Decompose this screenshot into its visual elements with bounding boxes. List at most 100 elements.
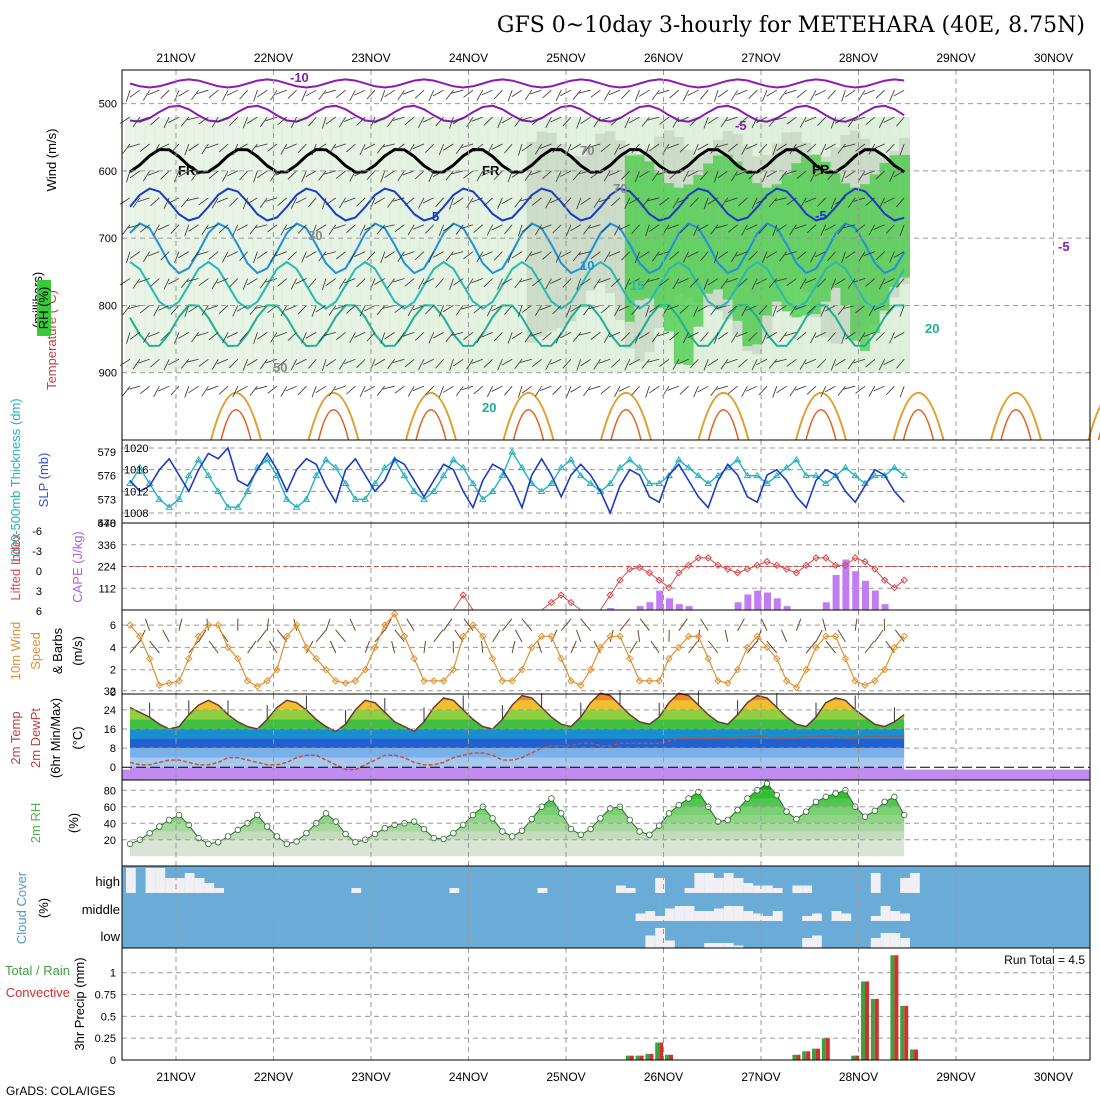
- wind-barb: [463, 89, 474, 98]
- precip-total-bar: [645, 1053, 650, 1060]
- wind-barb: [824, 143, 836, 151]
- thickness-marker: [635, 463, 644, 471]
- wind-barb: [562, 197, 572, 207]
- wind-barb: [727, 224, 738, 233]
- wind-barb: [425, 224, 435, 234]
- wind-barb: [297, 305, 307, 315]
- wind-barb: [397, 251, 405, 262]
- wind-barb: [184, 224, 190, 237]
- contour-label: FR: [812, 162, 830, 177]
- wind-barb: [374, 278, 386, 285]
- wind-barb: [741, 224, 748, 236]
- wind-barb: [896, 116, 905, 127]
- wind-barb: [682, 332, 689, 344]
- wind-barb: [297, 385, 307, 396]
- wind-barb: [422, 278, 434, 285]
- cloud-bar: [175, 878, 185, 893]
- wind10-marker: [890, 643, 899, 652]
- wind-barb: [359, 143, 366, 156]
- wind-barb: [265, 278, 278, 283]
- precip-total-bar: [792, 1054, 797, 1060]
- wind-barb: [325, 278, 337, 286]
- wind-barb: [814, 332, 826, 338]
- wind-barb: [794, 143, 807, 149]
- wind-barb: [180, 278, 190, 289]
- wind-barb: [600, 143, 611, 152]
- wind-barb: [160, 251, 170, 261]
- wind-barb: [590, 332, 601, 340]
- wind-barb: [178, 89, 190, 97]
- dewpoint-line: [129, 735, 905, 771]
- wind-barb: [817, 278, 827, 288]
- wind-barb: [366, 170, 376, 181]
- wind-barb: [168, 116, 180, 123]
- wind-barb: [186, 116, 199, 121]
- wind-barb: [208, 332, 219, 341]
- wind-barb: [218, 224, 229, 234]
- li-marker: [557, 591, 565, 599]
- wind-barb: [540, 305, 552, 311]
- wind-barb: [827, 251, 836, 261]
- wind-barb: [324, 89, 336, 94]
- wind-barb: [746, 224, 758, 231]
- wind-barb: [600, 305, 611, 314]
- wind-barb: [507, 251, 513, 264]
- wind-barb: [180, 359, 190, 369]
- cloud-bar: [743, 883, 754, 893]
- rh-band: [130, 831, 905, 840]
- rh2m-marker: [469, 811, 477, 819]
- thickness-marker: [282, 495, 291, 502]
- wind-barb: [432, 332, 444, 339]
- contour-label: FR: [482, 163, 500, 178]
- thickness-marker: [606, 479, 615, 487]
- rh-shade: [428, 117, 440, 373]
- wind-barb: [255, 305, 268, 309]
- li-marker: [547, 598, 556, 607]
- wind-barb: [824, 305, 836, 312]
- cloud-bar: [812, 935, 822, 948]
- precip-total-bar: [821, 1038, 826, 1060]
- wind10-marker: [655, 677, 663, 685]
- wind-barb: [555, 90, 562, 102]
- thickness-marker: [812, 471, 820, 479]
- wind-barb: [242, 197, 248, 210]
- hot-contour: [610, 408, 642, 441]
- rh2m-marker: [322, 810, 330, 817]
- wind-barb: [624, 116, 631, 129]
- wind-barb: [865, 116, 876, 126]
- wind-barb: [572, 170, 582, 181]
- wind-barb: [552, 143, 562, 153]
- wind-barb: [338, 278, 346, 289]
- wind10-barb: [257, 629, 267, 643]
- wind-barb: [216, 278, 229, 284]
- wind-barb: [394, 305, 405, 313]
- rh-shade-high: [742, 172, 754, 347]
- wind-barb: [476, 89, 484, 101]
- date-label-top: 28NOV: [839, 51, 878, 65]
- wind-barb: [583, 224, 591, 235]
- cloud-background: [122, 866, 1090, 948]
- wind-barb: [756, 278, 768, 285]
- wind-barb: [638, 170, 650, 178]
- wind-barb: [455, 143, 464, 155]
- wind-barb: [376, 224, 386, 235]
- wind10-marker: [586, 666, 595, 674]
- isotherm-line: [129, 222, 906, 275]
- wind-barb: [246, 358, 258, 366]
- wind-barb: [521, 224, 533, 233]
- wind-barb: [290, 278, 297, 290]
- thickness-marker: [380, 463, 389, 471]
- rh-shade-high: [732, 161, 744, 321]
- warm-contour: [697, 392, 750, 441]
- cape-bar: [773, 598, 781, 610]
- wind-barb: [374, 116, 386, 124]
- wind-barb: [667, 385, 679, 391]
- wind-barb: [784, 251, 797, 256]
- wind-barb: [531, 197, 542, 206]
- wind-barb: [776, 305, 787, 313]
- wind-barb: [710, 305, 719, 316]
- wind-barb: [376, 305, 386, 315]
- wind-barb: [491, 385, 503, 392]
- wind-barb: [786, 358, 797, 367]
- wind-barb: [257, 89, 268, 98]
